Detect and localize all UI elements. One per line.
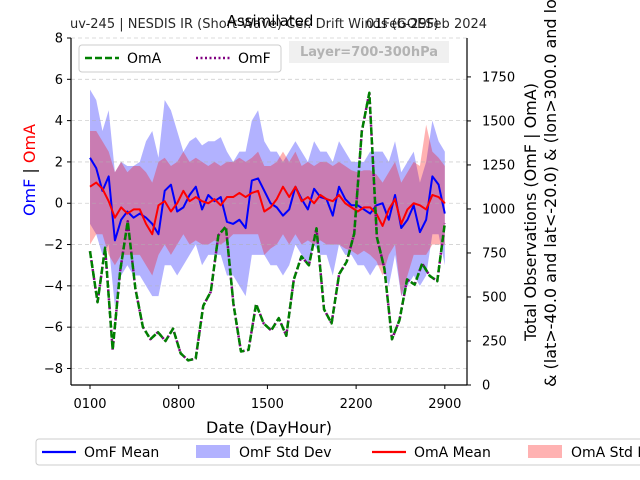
top-legend-frame — [78, 44, 282, 73]
y-right-tick-label: 0 — [482, 379, 490, 394]
chart-date-range: 01Feb-29Feb 2024 — [366, 17, 487, 32]
y-left-tick-label: 0 — [55, 197, 63, 212]
y-left-tick-label: −6 — [44, 321, 63, 336]
legend-oma-std-label: OmA Std Dev — [571, 445, 640, 461]
y-right-tick-label: 1750 — [482, 70, 515, 85]
y-left-tick-label: 8 — [55, 32, 63, 47]
y-right-axis-label: Total Observations (OmF | OmA) — [521, 83, 540, 342]
legends: OmA OmF OmF Mean OmF Std Dev OmA Mean OmA Std… — [35, 44, 640, 466]
y-left-tick-label: −2 — [44, 238, 63, 253]
legend-omf-std-swatch — [196, 445, 230, 458]
y-right-tick-label: 1000 — [482, 202, 515, 217]
y-left-tick-label: −4 — [44, 279, 63, 294]
axes — [67, 37, 471, 389]
y-right-tick-label: 750 — [482, 246, 507, 261]
x-tick-label: 2900 — [428, 397, 461, 412]
y-left-tick-label: 4 — [55, 114, 63, 129]
y-right-tick-label: 1500 — [482, 114, 515, 129]
legend-omf-std-label: OmF Std Dev — [239, 445, 332, 461]
y-left-label-part: OmF — [20, 179, 39, 216]
y-left-tick-label: 2 — [55, 155, 63, 170]
oma-mean-line — [89, 181, 446, 236]
series-lines — [88, 91, 447, 362]
chart-subtitle: uv-245 | NESDIS IR (Short Wave) Cer. Dri… — [70, 17, 439, 32]
chart-title: Assimilated — [227, 12, 314, 30]
y-right-tick-label: 1250 — [482, 158, 515, 173]
legend-omf-mean-label: OmF Mean — [84, 445, 159, 461]
layer-annotation: Layer=700-300hPa — [300, 45, 438, 60]
x-tick-label: 2200 — [340, 397, 373, 412]
labels: −8 −6 −4 −2 0 2 4 6 8 0 250 500 750 1000 1250 1500 1750 0… — [20, 0, 560, 437]
oma-count-line — [88, 91, 447, 362]
legend-omf-count-label: OmF — [238, 51, 271, 67]
y-right-tick-label: 250 — [482, 334, 507, 349]
gridlines — [71, 37, 467, 369]
y-right-axis-label-suffix: & (lat>-40.0 and lat<-20.0) & (lon>300.0… — [541, 0, 560, 387]
legend-oma-count-label: OmA — [127, 51, 162, 67]
y-left-tick-label: 6 — [55, 73, 63, 88]
y-right-tick-label: 500 — [482, 290, 507, 305]
x-axis-label: Date (DayHour) — [206, 418, 332, 437]
layer-annotation-box — [289, 41, 449, 63]
y-left-axis-label: OmF | OmA — [20, 124, 39, 216]
y-left-label-part: OmA — [20, 124, 39, 168]
y-left-label-part: | — [20, 168, 39, 178]
y-left-tick-label: −8 — [44, 362, 63, 377]
bottom-legend-frame — [35, 438, 640, 466]
legend-oma-std-swatch — [528, 445, 562, 458]
x-tick-label: 1500 — [251, 397, 284, 412]
x-tick-label: 0100 — [73, 397, 106, 412]
omf-mean-line — [89, 157, 446, 242]
x-tick-label: 0800 — [162, 397, 195, 412]
legend-oma-mean-label: OmA Mean — [414, 445, 491, 461]
